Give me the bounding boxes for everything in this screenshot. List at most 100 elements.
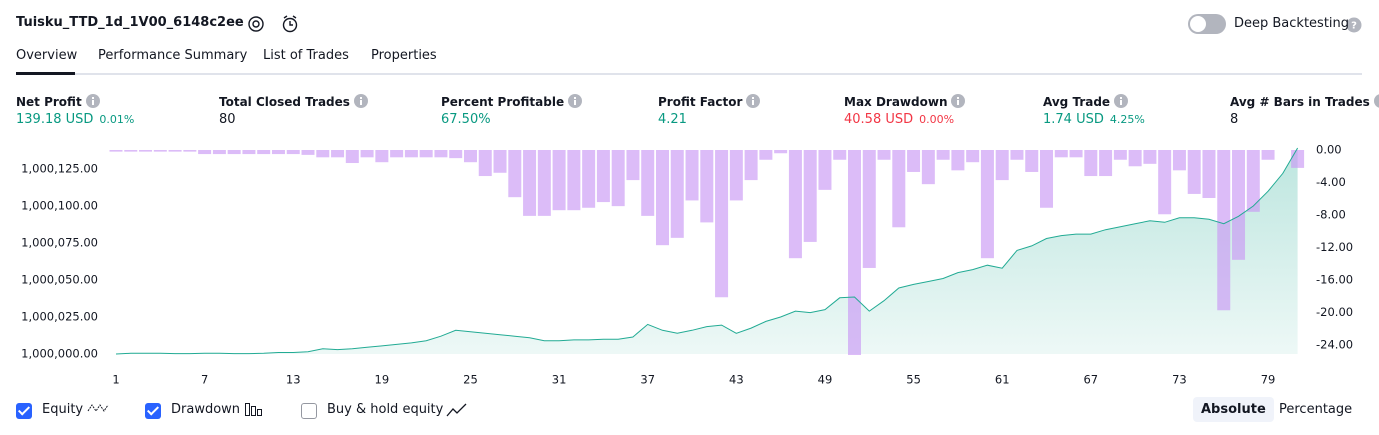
drawdown-bar <box>212 150 226 155</box>
metric-label: Max Drawdown <box>844 94 966 109</box>
toggle-knob[interactable] <box>1190 16 1206 32</box>
drawdown-bar <box>449 150 463 159</box>
drawdown-bar <box>567 150 581 211</box>
metric-label: Net Profit <box>16 94 100 109</box>
buyhold-icon <box>446 403 467 417</box>
drawdown-bar <box>700 150 714 223</box>
x-tick-label: 7 <box>201 373 208 387</box>
metric-value: 139.18 USD <box>16 112 94 127</box>
info-icon[interactable] <box>951 94 966 108</box>
drawdown-bar <box>980 150 994 259</box>
strategy-title: Tuisku_TTD_1d_1V00_6148c2ee <box>16 15 244 30</box>
info-icon[interactable] <box>746 94 761 108</box>
view-mode-button[interactable]: Percentage <box>1279 402 1353 417</box>
metric-label: Avg Trade <box>1043 94 1129 109</box>
metric-change: 0.01% <box>99 113 135 126</box>
drawdown-bar <box>877 150 891 160</box>
drawdown-bar <box>1069 150 1083 158</box>
info-icon[interactable] <box>353 94 368 108</box>
drawdown-bar <box>360 150 374 158</box>
settings-icon[interactable] <box>248 16 264 32</box>
drawdown-bar <box>168 150 182 152</box>
legend-label[interactable]: Drawdown <box>171 402 241 417</box>
drawdown-bar <box>1232 150 1246 260</box>
metric-label-text: Profit Factor <box>658 95 743 109</box>
plot <box>109 147 1305 355</box>
drawdown-bar <box>419 150 433 158</box>
metric-value: 4.21 <box>658 112 687 127</box>
y2-tick-label: 0.00 <box>1316 143 1342 157</box>
equity-area <box>116 148 1298 354</box>
metric-value: 40.58 USD <box>844 112 914 127</box>
y2-tick-label: -24.00 <box>1316 338 1353 352</box>
drawdown-bar <box>271 150 285 155</box>
tab[interactable]: List of Trades <box>263 48 349 63</box>
info-icon[interactable] <box>1114 94 1129 108</box>
metric-change: 0.00% <box>919 113 955 126</box>
help-icon[interactable] <box>1346 17 1362 33</box>
legend-checkbox[interactable] <box>16 403 32 419</box>
drawdown-bar <box>788 150 802 259</box>
x-tick-label: 31 <box>552 373 567 387</box>
drawdown-bar <box>552 150 566 211</box>
x-tick-label: 73 <box>1172 373 1187 387</box>
drawdown-bar <box>1202 150 1216 198</box>
drawdown-bar <box>242 150 256 155</box>
drawdown-bar <box>183 150 197 152</box>
drawdown-bar <box>463 150 477 163</box>
info-icon[interactable] <box>568 94 583 108</box>
y-tick-label: 1,000,025.00 <box>21 309 98 323</box>
legend-checkbox[interactable] <box>301 403 317 419</box>
x-tick-label: 67 <box>1083 373 1098 387</box>
drawdown-bar <box>1128 150 1142 167</box>
x-tick-label: 79 <box>1261 373 1276 387</box>
equity-line <box>115 147 1299 355</box>
drawdown-bar <box>1054 150 1068 158</box>
alert-icon[interactable] <box>282 15 298 33</box>
drawdown-bar <box>1040 150 1054 208</box>
drawdown-bar <box>907 150 921 172</box>
drawdown-bar <box>936 150 950 160</box>
drawdown-bar <box>1291 150 1305 168</box>
drawdown-bar <box>345 150 359 164</box>
legend-checkbox[interactable] <box>145 403 161 419</box>
help-glyph: ? <box>1351 21 1357 32</box>
x-tick-label: 19 <box>375 373 390 387</box>
drawdown-bar <box>1158 150 1172 215</box>
drawdown-bar <box>124 150 138 152</box>
legend-label[interactable]: Equity <box>42 402 84 417</box>
y2-tick-label: -20.00 <box>1316 305 1353 319</box>
drawdown-bar <box>729 150 743 201</box>
tab[interactable]: Properties <box>371 48 437 63</box>
drawdown-bar <box>1172 150 1186 171</box>
drawdown-bar <box>434 150 448 158</box>
legend-label[interactable]: Buy & hold equity <box>327 402 444 417</box>
info-icon[interactable] <box>85 94 100 108</box>
info-icon[interactable] <box>1373 94 1379 108</box>
drawdown-bar <box>774 150 788 154</box>
metric-value-row: 8 <box>1230 112 1238 127</box>
drawdown-bar <box>1143 150 1157 164</box>
metric-label: Total Closed Trades <box>219 94 368 109</box>
drawdown-bar <box>390 150 404 158</box>
y-tick-label: 1,000,125.00 <box>21 161 98 175</box>
drawdown-bar <box>375 150 389 163</box>
deep-backtesting-label: Deep Backtesting <box>1234 16 1350 31</box>
tab[interactable]: Overview <box>16 48 78 63</box>
y-tick-label: 1,000,050.00 <box>21 272 98 286</box>
drawdown-bar <box>1246 150 1260 212</box>
view-mode-button[interactable]: Absolute <box>1193 397 1274 422</box>
y-tick-label: 1,000,000.00 <box>21 347 98 361</box>
metric-label-text: Total Closed Trades <box>219 95 350 109</box>
drawdown-bar <box>818 150 832 190</box>
drawdown-bar <box>331 150 345 158</box>
tab[interactable]: Performance Summary <box>98 48 248 63</box>
metric-label-text: Percent Profitable <box>441 95 565 109</box>
y2-tick-label: -16.00 <box>1316 273 1353 287</box>
metric-change: 4.25% <box>1109 113 1145 126</box>
metric-value: 1.74 USD <box>1043 112 1104 127</box>
metric-value-row: 80 <box>219 112 236 127</box>
drawdown-bar <box>848 150 861 355</box>
